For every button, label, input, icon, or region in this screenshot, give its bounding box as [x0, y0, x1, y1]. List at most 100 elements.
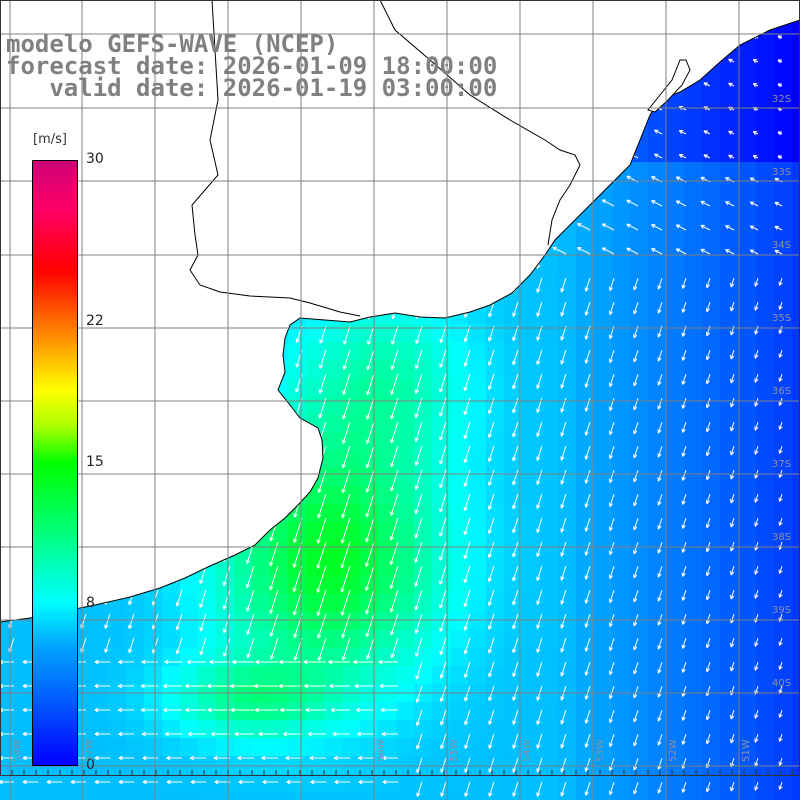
wind-speed-cell — [666, 162, 685, 181]
wind-arrow — [414, 469, 423, 490]
wind-speed-cell — [756, 306, 775, 325]
wind-speed-cell — [450, 594, 469, 613]
wind-speed-cell — [612, 288, 631, 307]
wind-arrow — [657, 277, 663, 290]
wind-arrow — [560, 277, 567, 293]
wind-speed-cell — [648, 504, 667, 523]
wind-speed-cell — [540, 432, 559, 451]
wind-arrow — [414, 421, 423, 442]
wind-arrow — [560, 445, 567, 461]
wind-arrow — [728, 130, 735, 135]
wind-arrow — [487, 589, 495, 606]
colorbar-tick-label: 15 — [86, 454, 104, 470]
wind-arrow — [725, 249, 735, 255]
wind-speed-cell — [324, 756, 343, 775]
wind-speed-cell — [162, 630, 181, 649]
wind-arrow — [705, 709, 711, 721]
wind-speed-cell — [684, 612, 703, 631]
wind-speed-cell — [90, 792, 109, 800]
wind-speed-cell — [738, 378, 757, 397]
wind-speed-cell — [468, 378, 487, 397]
wind-speed-cell — [612, 342, 631, 361]
wind-arrow — [318, 349, 327, 369]
wind-speed-cell — [270, 594, 289, 613]
wind-speed-cell — [756, 504, 775, 523]
wind-arrow — [754, 421, 759, 431]
wind-arrow — [584, 277, 591, 292]
wind-arrow — [705, 421, 711, 433]
wind-speed-cell — [90, 666, 109, 685]
wind-speed-cell — [468, 648, 487, 667]
wind-arrow — [778, 421, 783, 430]
wind-arrow — [258, 731, 278, 737]
wind-speed-cell — [324, 594, 343, 613]
wind-speed-cell — [594, 432, 613, 451]
wind-speed-cell — [666, 198, 685, 217]
wind-arrow — [752, 155, 759, 160]
wind-speed-cell — [612, 180, 631, 199]
wind-arrow — [214, 779, 230, 785]
wind-arrow — [705, 469, 711, 481]
wind-speed-cell — [684, 720, 703, 739]
wind-speed-cell — [648, 108, 667, 127]
wind-speed-cell — [738, 54, 757, 73]
wind-arrow — [439, 613, 447, 632]
valid-date: valid date: 2026-01-19 03:00:00 — [6, 74, 498, 102]
wind-speed-cell — [774, 162, 793, 181]
wind-speed-cell — [702, 450, 721, 469]
wind-speed-cell — [792, 126, 800, 145]
wind-arrow — [270, 637, 279, 660]
wind-speed-cell — [504, 414, 523, 433]
wind-speed-cell — [558, 738, 577, 757]
wind-speed-cell — [360, 702, 379, 721]
wind-speed-cell — [792, 522, 800, 541]
wind-speed-cell — [558, 324, 577, 343]
wind-speed-cell — [720, 594, 739, 613]
wind-speed-cell — [720, 558, 739, 577]
wind-speed-cell — [612, 396, 631, 415]
wind-speed-cell — [108, 666, 127, 685]
wind-arrow — [334, 779, 350, 785]
wind-speed-cell — [648, 450, 667, 469]
wind-speed-cell — [306, 540, 325, 559]
wind-speed-cell — [594, 666, 613, 685]
wind-arrow — [487, 349, 495, 366]
wind-speed-cell — [342, 522, 361, 541]
wind-speed-cell — [720, 540, 739, 559]
wind-speed-cell — [468, 540, 487, 559]
wind-speed-cell — [684, 162, 703, 181]
wind-arrow — [309, 755, 326, 761]
wind-speed-cell — [342, 702, 361, 721]
wind-arrow — [512, 421, 519, 438]
wind-speed-cell — [378, 540, 397, 559]
wind-speed-cell — [558, 450, 577, 469]
wind-speed-cell — [198, 738, 217, 757]
wind-speed-cell — [774, 126, 793, 145]
wind-speed-cell — [702, 468, 721, 487]
wind-speed-cell — [702, 144, 721, 163]
wind-arrow — [608, 421, 615, 436]
wind-speed-cell — [342, 396, 361, 415]
wind-arrow — [754, 397, 759, 407]
wind-speed-cell — [522, 468, 541, 487]
wind-arrow — [310, 779, 326, 785]
wind-speed-cell — [648, 756, 667, 775]
wind-speed-cell — [720, 198, 739, 217]
wind-speed-cell — [270, 612, 289, 631]
wind-arrow — [536, 757, 543, 773]
wind-speed-cell — [792, 486, 800, 505]
wind-arrow — [681, 421, 687, 433]
wind-speed-cell — [792, 450, 800, 469]
wind-speed-cell — [108, 630, 127, 649]
wind-speed-cell — [738, 180, 757, 199]
wind-speed-cell — [468, 468, 487, 487]
wind-speed-cell — [756, 450, 775, 469]
wind-speed-cell — [774, 648, 793, 667]
wind-speed-cell — [774, 666, 793, 685]
wind-arrow — [608, 781, 615, 796]
wind-arrow — [0, 779, 14, 785]
wind-arrow — [584, 493, 591, 508]
wind-arrow — [512, 661, 519, 677]
wind-arrow — [269, 613, 279, 637]
wind-speed-cell — [702, 162, 721, 181]
